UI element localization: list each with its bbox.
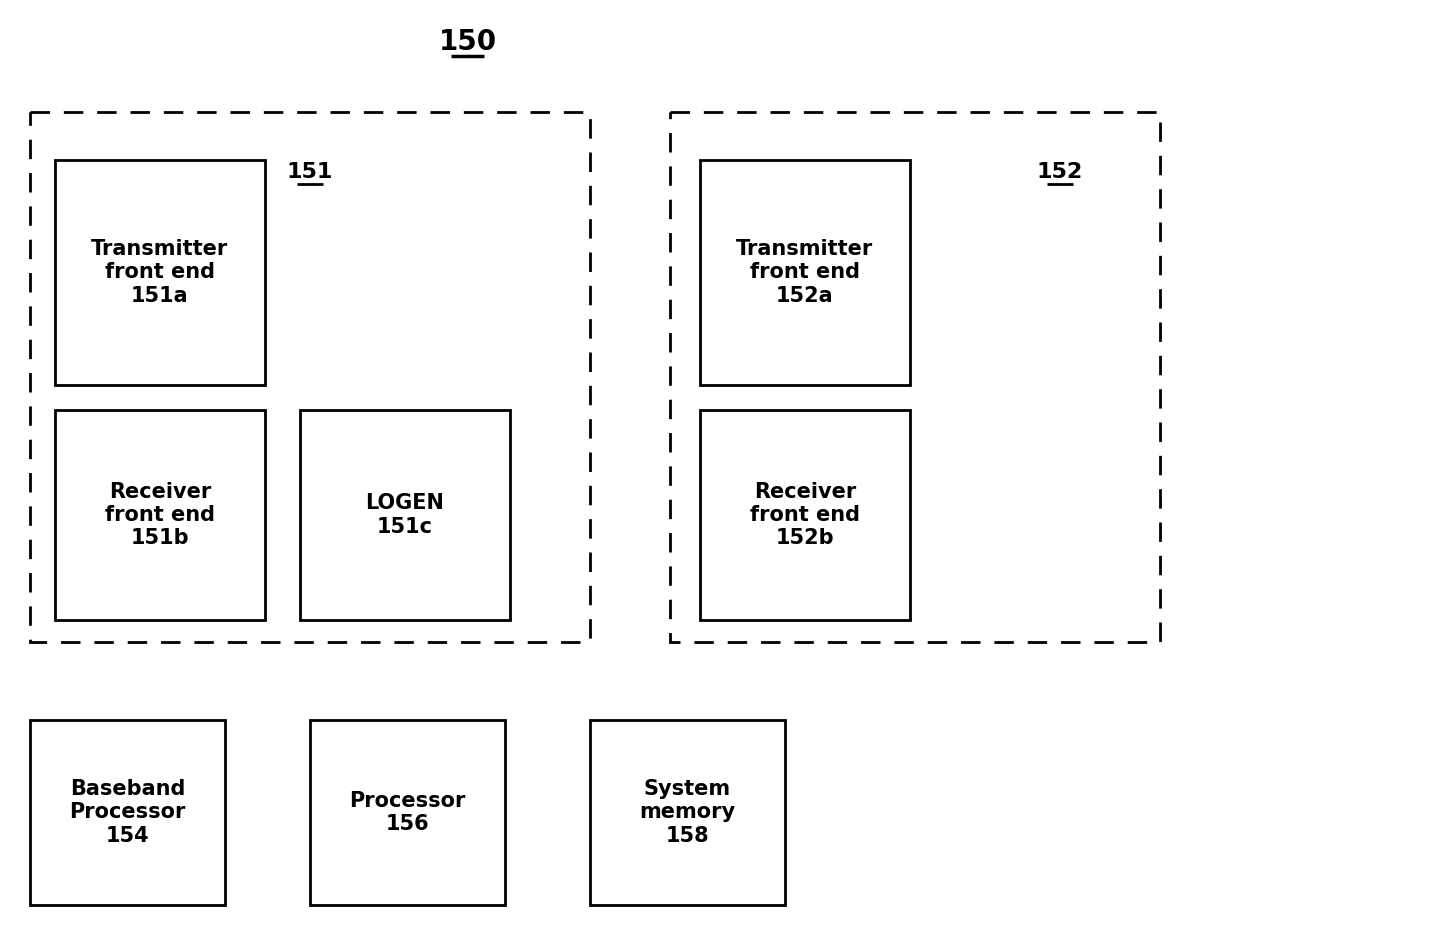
Text: 151b: 151b: [130, 528, 189, 549]
Text: Baseband: Baseband: [70, 779, 186, 799]
Text: Receiver: Receiver: [109, 482, 211, 502]
Text: Transmitter: Transmitter: [91, 239, 229, 260]
Text: front end: front end: [104, 263, 214, 282]
Bar: [590, 720, 785, 905]
Text: 152b: 152b: [776, 528, 835, 549]
Text: memory: memory: [639, 803, 736, 822]
Bar: [54, 160, 264, 385]
Text: 152a: 152a: [776, 286, 833, 306]
Text: front end: front end: [104, 505, 214, 525]
Text: 152: 152: [1037, 162, 1083, 182]
Text: 156: 156: [386, 814, 429, 834]
Text: Processor: Processor: [70, 803, 186, 822]
Bar: [54, 410, 264, 620]
Text: 151a: 151a: [131, 286, 189, 306]
Bar: [300, 410, 510, 620]
Text: Processor: Processor: [349, 790, 466, 811]
Text: System: System: [644, 779, 732, 799]
Text: 150: 150: [439, 28, 497, 56]
Bar: [30, 112, 590, 642]
Text: 154: 154: [106, 826, 149, 846]
Text: front end: front end: [750, 505, 860, 525]
Text: LOGEN: LOGEN: [366, 493, 444, 514]
Bar: [700, 410, 910, 620]
Text: Transmitter: Transmitter: [736, 239, 873, 260]
Text: 158: 158: [666, 826, 709, 846]
Bar: [30, 720, 224, 905]
Text: front end: front end: [750, 263, 860, 282]
Text: 151c: 151c: [377, 517, 433, 536]
Bar: [670, 112, 1160, 642]
Text: 151: 151: [287, 162, 333, 182]
Bar: [310, 720, 504, 905]
Text: Receiver: Receiver: [755, 482, 856, 502]
Bar: [700, 160, 910, 385]
